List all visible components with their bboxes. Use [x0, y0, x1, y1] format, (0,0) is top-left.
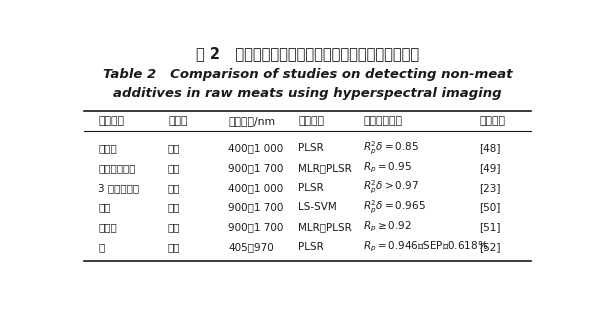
Text: [49]: [49]	[479, 163, 501, 173]
Text: MLR，PLSR: MLR，PLSR	[298, 222, 352, 232]
Text: $R_p = 0.946$，SEP＝0.618%: $R_p = 0.946$，SEP＝0.618%	[364, 240, 488, 254]
Text: 405～970: 405～970	[229, 242, 274, 252]
Text: 水: 水	[98, 242, 104, 252]
Text: PLSR: PLSR	[298, 242, 324, 252]
Text: $R_p^2\delta = 0.85$: $R_p^2\delta = 0.85$	[364, 140, 419, 157]
Text: [23]: [23]	[479, 183, 501, 193]
Text: MLR，PLSR: MLR，PLSR	[298, 163, 352, 173]
Text: Table 2   Comparison of studies on detecting non-meat: Table 2 Comparison of studies on detecti…	[103, 68, 512, 81]
Text: 900～1 700: 900～1 700	[229, 163, 284, 173]
Text: [48]: [48]	[479, 143, 501, 153]
Text: $R_p = 0.95$: $R_p = 0.95$	[364, 161, 412, 175]
Text: PLSR: PLSR	[298, 143, 324, 153]
Text: 掺杂掺假: 掺杂掺假	[98, 116, 124, 126]
Text: 波段范围/nm: 波段范围/nm	[229, 116, 275, 126]
Text: 明胶: 明胶	[98, 202, 111, 212]
Text: $R_p^2\delta = 0.965$: $R_p^2\delta = 0.965$	[364, 199, 426, 216]
Text: 对虾: 对虾	[168, 202, 181, 212]
Text: 大豆分离蛋白: 大豆分离蛋白	[98, 163, 136, 173]
Text: 900～1 700: 900～1 700	[229, 202, 284, 212]
Text: PLSR: PLSR	[298, 183, 324, 193]
Text: $R_p^2\delta > 0.97$: $R_p^2\delta > 0.97$	[364, 179, 419, 197]
Text: additives in raw meats using hyperspectral imaging: additives in raw meats using hyperspectr…	[113, 87, 502, 100]
Text: 3 种大豆蛋白: 3 种大豆蛋白	[98, 183, 139, 193]
Text: 400～1 000: 400～1 000	[229, 183, 284, 193]
Text: 模型性能评价: 模型性能评价	[364, 116, 403, 126]
Text: $R_p \geq 0.92$: $R_p \geq 0.92$	[364, 220, 412, 234]
Text: LS-SVM: LS-SVM	[298, 202, 337, 212]
Text: 牛肉: 牛肉	[168, 163, 181, 173]
Text: 参考文献: 参考文献	[479, 116, 506, 126]
Text: 400～1 000: 400～1 000	[229, 143, 284, 153]
Text: 卡拉胶: 卡拉胶	[98, 143, 117, 153]
Text: 原料肉: 原料肉	[168, 116, 187, 126]
Text: [52]: [52]	[479, 242, 501, 252]
Text: 卡拉胶: 卡拉胶	[98, 222, 117, 232]
Text: 建模方法: 建模方法	[298, 116, 324, 126]
Text: 表 2   高光谱成像检测肉类中非肉源添加物的方法比较: 表 2 高光谱成像检测肉类中非肉源添加物的方法比较	[196, 47, 419, 62]
Text: 900～1 700: 900～1 700	[229, 222, 284, 232]
Text: 猪肉: 猪肉	[168, 222, 181, 232]
Text: [51]: [51]	[479, 222, 501, 232]
Text: 鸡肉: 鸡肉	[168, 143, 181, 153]
Text: [50]: [50]	[479, 202, 501, 212]
Text: 牛肉: 牛肉	[168, 242, 181, 252]
Text: 鸡肉: 鸡肉	[168, 183, 181, 193]
